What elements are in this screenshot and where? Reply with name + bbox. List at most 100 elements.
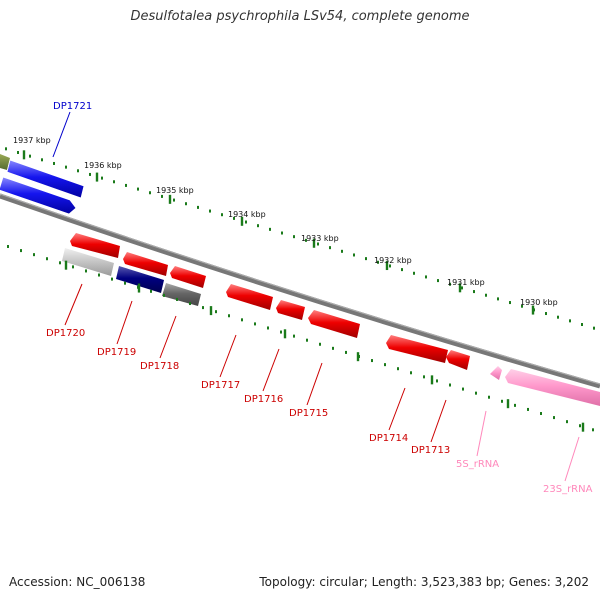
minor-tick — [473, 290, 475, 294]
minor-tick — [449, 282, 451, 286]
major-tick — [506, 399, 510, 409]
minor-tick — [401, 268, 403, 272]
minor-tick — [425, 275, 427, 279]
major-tick — [312, 238, 316, 248]
minor-tick — [59, 261, 61, 265]
label-leaders — [52, 111, 580, 482]
minor-tick — [353, 253, 355, 257]
minor-tick — [150, 289, 152, 293]
leader-line — [564, 436, 580, 482]
gene-DP1719b-arrow[interactable] — [116, 266, 164, 293]
minor-tick — [305, 238, 307, 242]
gene-DP1720b-arrow[interactable] — [62, 248, 114, 276]
minor-tick — [221, 213, 223, 217]
major-tick — [283, 329, 287, 339]
gene-label-DP1717[interactable]: DP1717 — [201, 380, 240, 391]
leader-line — [64, 283, 83, 326]
gene-label-5S_rRNA[interactable]: 5S_rRNA — [456, 459, 499, 470]
rrna-5S-arrow[interactable] — [490, 366, 502, 380]
minor-tick — [514, 403, 516, 407]
gene-labels: DP1721 DP1720 DP1719 DP1718 DP1717 DP1716 DP17… — [46, 101, 593, 495]
gene-DP1714-arrow[interactable] — [386, 335, 448, 363]
scale-label: 1933 kbp — [301, 234, 339, 243]
minor-tick — [17, 150, 19, 154]
gene-DP1718-arrow[interactable] — [170, 266, 206, 288]
major-tick — [430, 375, 434, 385]
map-title: Desulfotalea psychrophila LSv54, complet… — [130, 9, 470, 24]
minor-tick — [371, 359, 373, 363]
minor-tick — [332, 346, 334, 350]
rrna-23S-arrow[interactable] — [505, 369, 600, 406]
major-tick — [581, 422, 585, 432]
leader-line — [116, 300, 133, 345]
minor-tick — [384, 363, 386, 367]
minor-tick — [233, 216, 235, 220]
major-tick — [209, 306, 213, 316]
gene-DP1716-arrow[interactable] — [276, 300, 305, 320]
minor-tick — [65, 165, 67, 169]
gene-DP1720-arrow[interactable] — [70, 233, 120, 258]
scale-label: 1934 kbp — [228, 210, 266, 219]
minor-tick — [306, 338, 308, 342]
gene-label-DP1720[interactable]: DP1720 — [46, 328, 85, 339]
minor-tick — [293, 235, 295, 239]
minor-tick — [202, 306, 204, 310]
minor-tick — [149, 191, 151, 195]
minor-tick — [41, 158, 43, 162]
minor-tick — [124, 281, 126, 285]
major-tick — [22, 150, 26, 160]
gene-DP1718b-arrow[interactable] — [162, 283, 201, 306]
minor-tick — [317, 242, 319, 246]
minor-tick — [85, 269, 87, 273]
gene-label-DP1721[interactable]: DP1721 — [53, 101, 92, 112]
gene-DP1713-arrow[interactable] — [446, 350, 470, 370]
minor-tick — [113, 180, 115, 184]
gene-label-DP1718[interactable]: DP1718 — [140, 361, 179, 372]
partial-gene-olive[interactable] — [0, 154, 10, 170]
minor-tick — [163, 293, 165, 297]
genome-backbone-highlight — [0, 193, 600, 385]
minor-tick — [77, 169, 79, 173]
major-tick — [240, 216, 244, 226]
gene-label-DP1713[interactable]: DP1713 — [411, 445, 450, 456]
minor-tick — [293, 334, 295, 338]
gene-DP1719-arrow[interactable] — [123, 252, 168, 276]
gene-label-DP1714[interactable]: DP1714 — [369, 433, 408, 444]
gene-DP1722-arrow[interactable] — [0, 176, 77, 215]
minor-tick — [413, 271, 415, 275]
major-tick — [137, 283, 141, 293]
scale-label: 1931 kbp — [447, 278, 485, 287]
minor-tick — [497, 297, 499, 301]
minor-tick — [540, 412, 542, 416]
minor-tick — [280, 330, 282, 334]
major-tick — [356, 352, 360, 362]
minor-tick — [29, 154, 31, 158]
gene-label-DP1716[interactable]: DP1716 — [244, 394, 283, 405]
minor-tick — [5, 147, 7, 151]
major-tick — [458, 283, 462, 293]
minor-tick — [137, 187, 139, 191]
minor-tick — [461, 286, 463, 290]
major-tick — [64, 260, 68, 270]
gene-label-23S_rRNA[interactable]: 23S_rRNA — [543, 484, 593, 495]
minor-tick — [7, 245, 9, 249]
leader-line — [476, 410, 487, 457]
gene-DP1721-arrow[interactable] — [6, 159, 85, 199]
minor-tick — [436, 379, 438, 383]
gene-label-DP1719[interactable]: DP1719 — [97, 347, 136, 358]
minor-tick — [161, 194, 163, 198]
minor-tick — [449, 383, 451, 387]
gene-DP1717-arrow[interactable] — [226, 284, 273, 310]
gene-label-DP1715[interactable]: DP1715 — [289, 408, 328, 419]
topology-text: Topology: circular; Length: 3,523,383 bp… — [259, 575, 589, 589]
gene-DP1715-arrow[interactable] — [308, 310, 360, 338]
minor-tick — [176, 297, 178, 301]
minor-tick — [329, 246, 331, 250]
minor-tick — [521, 304, 523, 308]
major-tick — [168, 194, 172, 204]
major-tick — [385, 261, 389, 271]
minor-tick — [185, 202, 187, 206]
minor-tick — [397, 367, 399, 371]
minor-tick — [101, 176, 103, 180]
